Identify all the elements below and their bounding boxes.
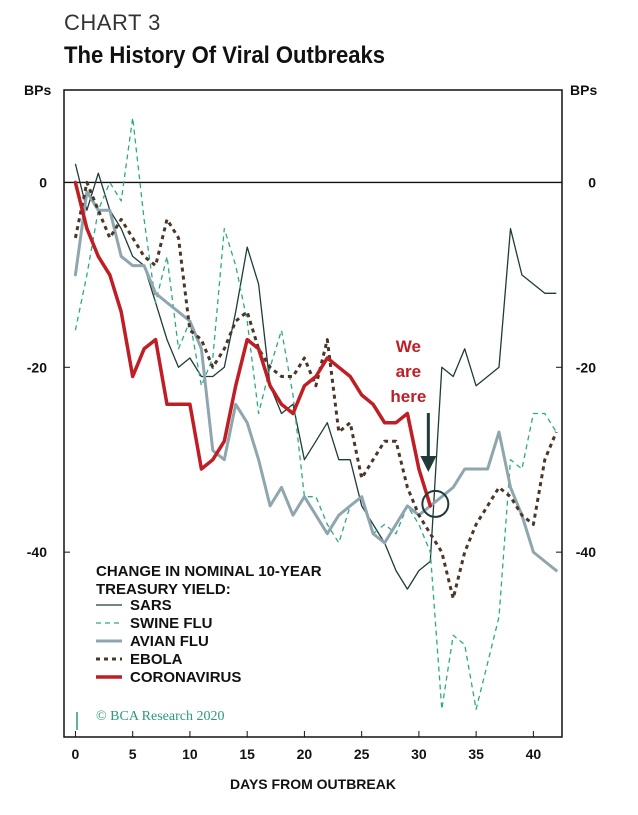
y-tick-label-left: -20 — [27, 359, 47, 375]
legend-label-avian-flu: AVIAN FLU — [130, 633, 209, 650]
x-tick-label: 40 — [526, 746, 542, 762]
series-line-avian-flu — [73, 190, 558, 573]
y-tick-label-right: -20 — [576, 359, 596, 375]
x-axis-label: DAYS FROM OUTBREAK — [230, 776, 396, 792]
y-axis-label-left: BPs — [24, 82, 51, 98]
y-tick-label-left: -40 — [27, 544, 47, 560]
legend-label-ebola: EBOLA — [130, 651, 183, 668]
y-tick-label-right: -40 — [576, 544, 596, 560]
annotation-we-are-here: here — [390, 387, 426, 406]
y-tick-label-left: 0 — [39, 174, 47, 190]
plot-frame — [63, 89, 563, 738]
chart-title: The History Of Viral Outbreaks — [64, 42, 386, 69]
ticks-layer: BPs BPs DAYS FROM OUTBREAK 0 5 10 15 20 25 30 35 40… — [24, 82, 597, 792]
x-tick-label: 20 — [297, 746, 313, 762]
annotation-we-are-here: are — [396, 362, 422, 381]
chart-kicker: CHART 3 — [64, 10, 161, 35]
y-axis-label-right: BPs — [570, 82, 597, 98]
legend-label-sars: SARS — [130, 597, 172, 614]
x-tick-label: 25 — [354, 746, 370, 762]
legend-title: CHANGE IN NOMINAL 10-YEAR — [96, 563, 322, 580]
legend-label-swine-flu: SWINE FLU — [130, 615, 213, 632]
series-line-swine-flu — [74, 117, 557, 710]
series-line-coronavirus — [73, 180, 433, 508]
x-tick-label: 10 — [182, 746, 198, 762]
legend-label-coronavirus: CORONAVIRUS — [130, 669, 241, 686]
x-tick-label: 35 — [468, 746, 484, 762]
series-layer — [73, 117, 558, 710]
annotation-we-are-here: We — [396, 337, 421, 356]
y-tick-label-right: 0 — [588, 174, 596, 190]
x-tick-label: 5 — [129, 746, 137, 762]
credit-text: © BCA Research 2020 — [96, 709, 224, 724]
series-line-ebola — [73, 180, 558, 600]
highlight-circle — [421, 489, 450, 518]
legend-title: TREASURY YIELD: — [96, 581, 231, 598]
annotation-layer: We are here — [390, 337, 450, 518]
arrow-head — [420, 456, 437, 472]
plot-border — [63, 89, 563, 738]
x-tick-label: 15 — [239, 746, 255, 762]
x-tick-label: 30 — [411, 746, 427, 762]
x-tick-label: 0 — [72, 746, 80, 762]
